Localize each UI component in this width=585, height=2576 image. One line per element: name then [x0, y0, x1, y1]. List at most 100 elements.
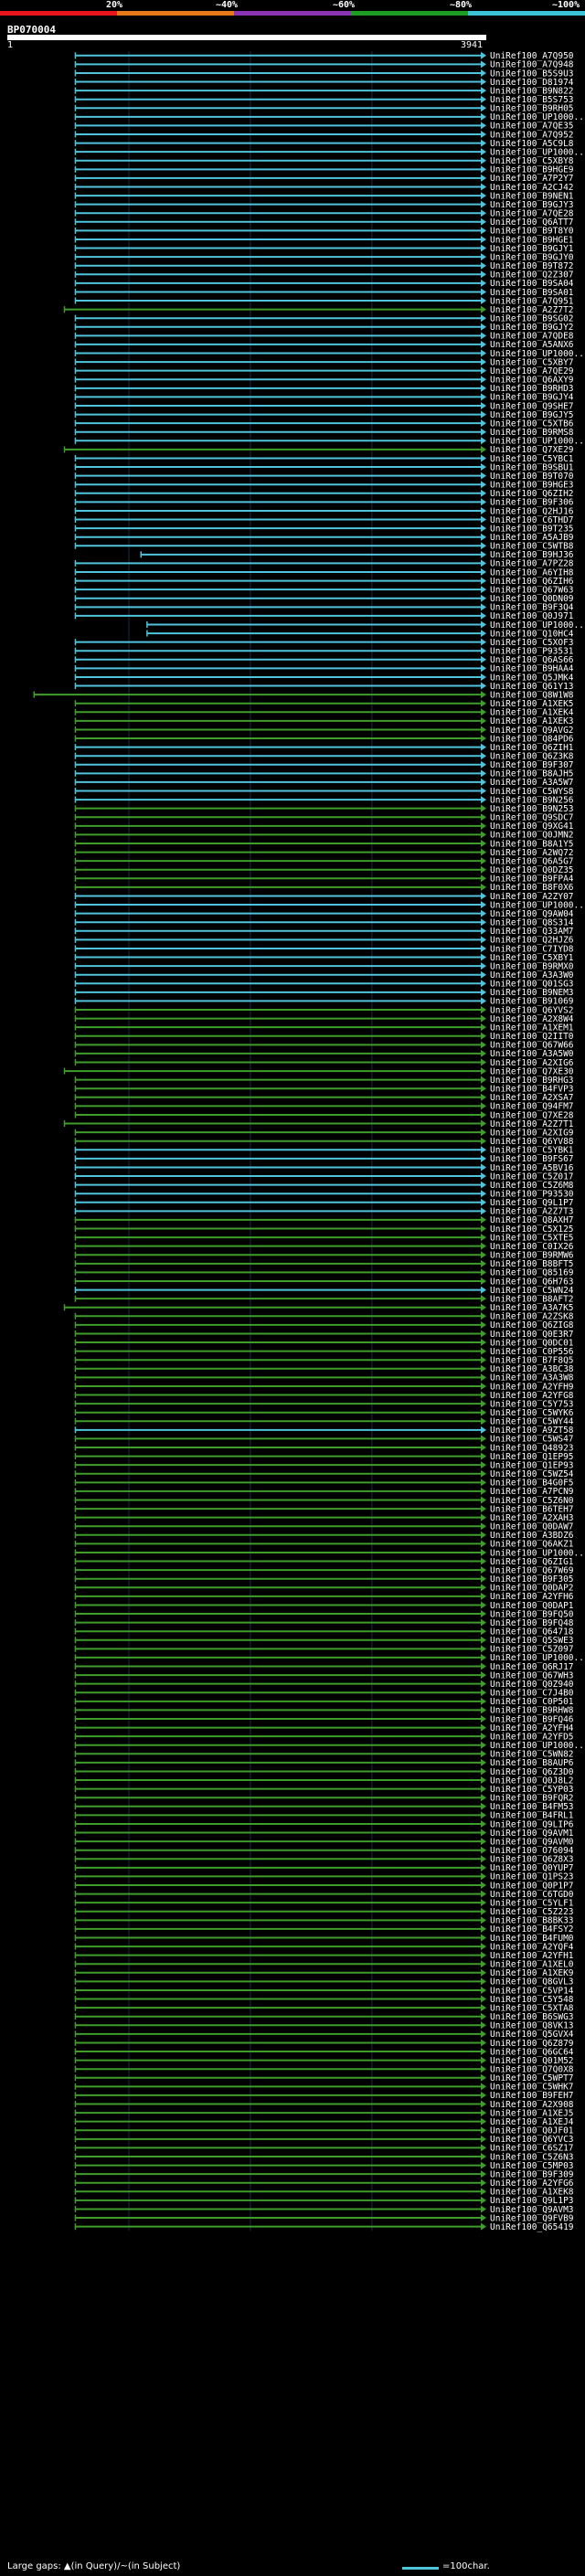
hit-label[interactable]: UniRef100_C5YLF1: [490, 1898, 574, 1908]
hit-label[interactable]: UniRef100_B5S9U3: [490, 69, 574, 79]
hit-label[interactable]: UniRef100_C5WPT7: [490, 2073, 574, 2083]
hit-label[interactable]: UniRef100_Q6Z3D0: [490, 1767, 574, 1777]
hit-label[interactable]: UniRef100_C5WS47: [490, 1435, 574, 1445]
hit-label[interactable]: UniRef100_C6THD7: [490, 515, 574, 525]
hit-label[interactable]: UniRef100_A7P2Y7: [490, 174, 574, 184]
hit-label[interactable]: UniRef100_UP1000...: [490, 437, 585, 447]
hit-label[interactable]: UniRef100_A2XAH3: [490, 1513, 574, 1523]
hit-label[interactable]: UniRef100_A2Z7T1: [490, 1119, 574, 1129]
hit-label[interactable]: UniRef100_B9GJY2: [490, 323, 574, 333]
hit-label[interactable]: UniRef100_B9HAA4: [490, 664, 574, 674]
hit-label[interactable]: UniRef100_A2CJ42: [490, 183, 574, 193]
hit-label[interactable]: UniRef100_Q67W66: [490, 1041, 574, 1051]
hit-label[interactable]: UniRef100_Q7XE28: [490, 1110, 574, 1120]
hit-label[interactable]: UniRef100_C0P501: [490, 1697, 574, 1707]
hit-label[interactable]: UniRef100_Q0J971: [490, 611, 574, 621]
hit-label[interactable]: UniRef100_B9RHG3: [490, 1076, 574, 1086]
hit-label[interactable]: UniRef100_Q33AM7: [490, 927, 574, 937]
hit-label[interactable]: UniRef100_B9T872: [490, 261, 574, 271]
hit-label[interactable]: UniRef100_Q6YV88: [490, 1137, 574, 1147]
hit-label[interactable]: UniRef100_Q9SDC7: [490, 813, 574, 823]
hit-label[interactable]: UniRef100_A2Z7T2: [490, 305, 574, 315]
hit-label[interactable]: UniRef100_B9N822: [490, 86, 574, 96]
hit-label[interactable]: UniRef100_A7QDE8: [490, 332, 574, 342]
hit-label[interactable]: UniRef100_B9T070: [490, 472, 574, 482]
hit-label[interactable]: UniRef100_A5ANX6: [490, 340, 574, 350]
hit-label[interactable]: UniRef100_UP1000...: [490, 1653, 585, 1663]
hit-label[interactable]: UniRef100_Q6ZIG8: [490, 1320, 574, 1330]
hit-label[interactable]: UniRef100_Q84PD6: [490, 734, 574, 744]
hit-label[interactable]: UniRef100_B6SWG3: [490, 2012, 574, 2022]
hit-label[interactable]: UniRef100_A7PZ28: [490, 559, 574, 569]
hit-label[interactable]: UniRef100_C5YBK1: [490, 1146, 574, 1156]
hit-label[interactable]: UniRef100_B4G0F5: [490, 1479, 574, 1489]
hit-label[interactable]: UniRef100_Q10HC4: [490, 629, 574, 639]
hit-label[interactable]: UniRef100_Q8W1W8: [490, 690, 574, 700]
hit-label[interactable]: UniRef100_UP1000...: [490, 620, 585, 631]
hit-label[interactable]: UniRef100_Q64718: [490, 1627, 574, 1637]
hit-label[interactable]: UniRef100_Q5GVX4: [490, 2030, 574, 2040]
hit-label[interactable]: UniRef100_C5X125: [490, 1224, 574, 1235]
hit-label[interactable]: UniRef100_Q6AKZ1: [490, 1540, 574, 1550]
hit-label[interactable]: UniRef100_A7PCN9: [490, 1487, 574, 1497]
hit-label[interactable]: UniRef100_Q9LIP6: [490, 1819, 574, 1829]
hit-label[interactable]: UniRef100_C5XTE5: [490, 1233, 574, 1243]
hit-label[interactable]: UniRef100_Q0P1P7: [490, 1881, 574, 1891]
hit-label[interactable]: UniRef100_A2YFH9: [490, 1382, 574, 1392]
hit-label[interactable]: UniRef100_Q6ZIH6: [490, 577, 574, 587]
hit-label[interactable]: UniRef100_Q6A5G7: [490, 856, 574, 866]
hit-label[interactable]: UniRef100_Q2HJZ6: [490, 936, 574, 946]
hit-label[interactable]: UniRef100_Q9AW04: [490, 909, 574, 919]
hit-label[interactable]: UniRef100_Q8S314: [490, 918, 574, 928]
hit-label[interactable]: UniRef100_C5Z6M8: [490, 1181, 574, 1191]
hit-label[interactable]: UniRef100_B9F305: [490, 1574, 574, 1585]
hit-label[interactable]: UniRef100_A3A3W0: [490, 970, 574, 981]
hit-label[interactable]: UniRef100_Q9AVM0: [490, 1837, 574, 1847]
hit-label[interactable]: UniRef100_C5VP14: [490, 1986, 574, 1996]
hit-label[interactable]: UniRef100_Q67W69: [490, 1565, 574, 1575]
hit-label[interactable]: UniRef100_Q7Q0X8: [490, 2064, 574, 2074]
hit-label[interactable]: UniRef100_Q6ZIH2: [490, 489, 574, 499]
hit-label[interactable]: UniRef100_A9ZT58: [490, 1426, 574, 1436]
hit-label[interactable]: UniRef100_UP1000...: [490, 147, 585, 157]
hit-label[interactable]: UniRef100_C5XTA8: [490, 2003, 574, 2013]
hit-label[interactable]: UniRef100_B9RMS8: [490, 428, 574, 438]
hit-label[interactable]: UniRef100_B4FVP3: [490, 1085, 574, 1095]
hit-label[interactable]: UniRef100_B4FSY2: [490, 1924, 574, 1935]
hit-label[interactable]: UniRef100_Q0Z940: [490, 1680, 574, 1690]
hit-label[interactable]: UniRef100_B9F309: [490, 2169, 574, 2179]
hit-label[interactable]: UniRef100_UP1000...: [490, 1741, 585, 1751]
hit-label[interactable]: UniRef100_A2YFG6: [490, 2178, 574, 2189]
hit-label[interactable]: UniRef100_B9FEH7: [490, 2091, 574, 2101]
hit-label[interactable]: UniRef100_Q9AVM1: [490, 1829, 574, 1839]
hit-label[interactable]: UniRef100_A1XEK9: [490, 1968, 574, 1978]
hit-label[interactable]: UniRef100_Q94FM7: [490, 1102, 574, 1112]
hit-label[interactable]: UniRef100_Q8VK13: [490, 2021, 574, 2031]
hit-label[interactable]: UniRef100_B9FQ50: [490, 1609, 574, 1619]
hit-label[interactable]: UniRef100_A7Q952: [490, 130, 574, 140]
hit-label[interactable]: UniRef100_Q0DAP2: [490, 1584, 574, 1594]
hit-label[interactable]: UniRef100_A2YFG8: [490, 1391, 574, 1401]
hit-label[interactable]: UniRef100_B9FQ48: [490, 1618, 574, 1628]
hit-label[interactable]: UniRef100_B9NEN1: [490, 191, 574, 201]
hit-label[interactable]: UniRef100_B4FRL1: [490, 1811, 574, 1821]
hit-label[interactable]: UniRef100_B8BK33: [490, 1916, 574, 1926]
hit-label[interactable]: UniRef100_Q7XE30: [490, 1066, 574, 1076]
hit-label[interactable]: UniRef100_Q2HJ16: [490, 506, 574, 516]
hit-label[interactable]: UniRef100_C5Z6N0: [490, 1496, 574, 1506]
hit-label[interactable]: UniRef100_B9FS67: [490, 1154, 574, 1164]
hit-label[interactable]: UniRef100_Q9FVB9: [490, 2213, 574, 2223]
hit-label[interactable]: UniRef100_C5WN24: [490, 1286, 574, 1296]
hit-label[interactable]: UniRef100_P93531: [490, 647, 574, 657]
hit-label[interactable]: UniRef100_Q0DAP1: [490, 1601, 574, 1611]
hit-label[interactable]: UniRef100_Q0DC01: [490, 1338, 574, 1348]
hit-label[interactable]: UniRef100_O76094: [490, 1846, 574, 1856]
hit-label[interactable]: UniRef100_C7IYD8: [490, 944, 574, 954]
hit-label[interactable]: UniRef100_Q0JF01: [490, 2126, 574, 2136]
hit-label[interactable]: UniRef100_A3A5W7: [490, 778, 574, 788]
hit-label[interactable]: UniRef100_Q6Z3K8: [490, 751, 574, 761]
hit-label[interactable]: UniRef100_Q8GVL3: [490, 1977, 574, 1988]
hit-label[interactable]: UniRef100_D81974: [490, 78, 574, 88]
hit-label[interactable]: UniRef100_B9F3Q4: [490, 603, 574, 613]
hit-label[interactable]: UniRef100_Q6H763: [490, 1277, 574, 1287]
